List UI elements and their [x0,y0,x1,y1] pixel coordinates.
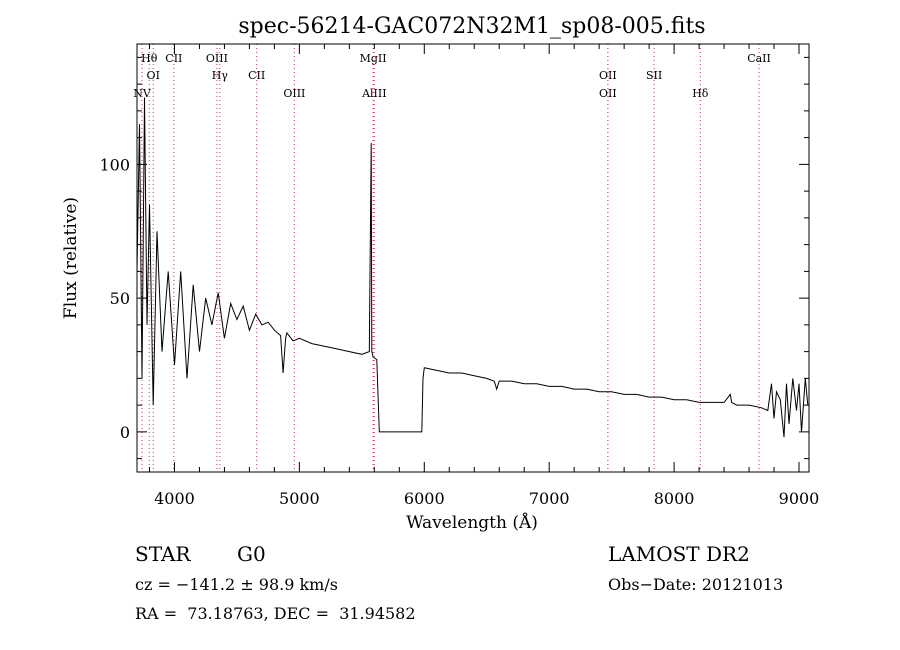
line-marker-label: Hδ [692,87,709,100]
y-tick-label: 0 [120,423,130,442]
y-tick-label: 100 [99,155,130,174]
redshift-velocity: cz = −141.2 ± 98.9 km/s [135,575,338,594]
line-marker-label: AlIII [361,87,387,100]
line-marker-label: SII [646,69,662,82]
line-marker-label: OII [599,69,617,82]
x-tick-label: 7000 [529,489,570,508]
object-subclass: G0 [237,542,266,566]
spectrum-line [136,97,809,438]
line-marker-label: Hγ [212,69,229,82]
y-tick-label: 50 [110,289,130,308]
line-marker-label: OII [599,87,617,100]
x-tick-label: 5000 [279,489,320,508]
chart-title: spec-56214-GAC072N32M1_sp08-005.fits [238,14,705,39]
sky-coordinates: RA = 73.18763, DEC = 31.94582 [135,604,416,623]
line-marker-label: CII [165,52,182,65]
emission-line-markers: NV Hθ OI CII OIII Hγ CII OIII MgII AlIII OII OII SII… [133,44,771,472]
x-tick-label: 8000 [654,489,695,508]
axis-ticks: 4000 5000 6000 7000 8000 9000 0 50 100 [99,44,819,508]
observation-date: Obs−Date: 20121013 [608,575,784,594]
line-marker-label: CaII [747,52,771,65]
line-marker-label: OIII [206,52,228,65]
object-class: STAR [135,542,191,566]
line-marker-label: MgII [360,52,387,65]
x-tick-label: 9000 [779,489,820,508]
x-tick-label: 4000 [154,489,195,508]
line-marker-label: CII [248,69,265,82]
line-marker-label: OI [147,69,160,82]
line-marker-label: NV [133,87,152,100]
x-tick-label: 6000 [404,489,445,508]
plot-frame [136,43,810,473]
survey-name: LAMOST DR2 [608,542,750,566]
y-axis-label: Flux (relative) [61,197,81,319]
line-marker-label: Hθ [141,52,158,65]
x-axis-label: Wavelength (Å) [406,512,538,533]
line-marker-label: OIII [283,87,305,100]
